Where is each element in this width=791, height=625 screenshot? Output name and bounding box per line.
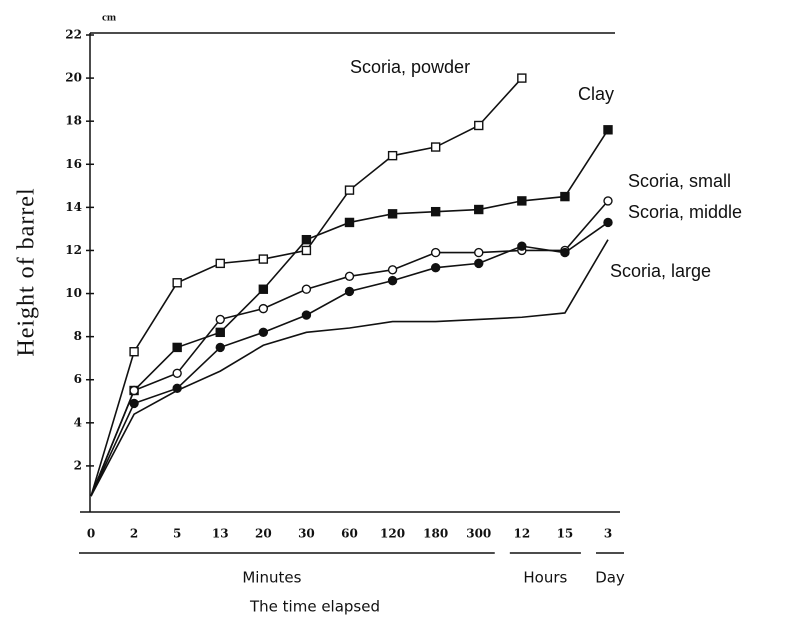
marker xyxy=(258,303,269,314)
marker xyxy=(129,398,139,409)
marker xyxy=(387,265,398,275)
marker xyxy=(129,347,139,357)
x-axis-label: The time elapsed xyxy=(249,598,380,616)
marker xyxy=(258,327,269,338)
y-tick-label: 2 xyxy=(74,458,82,472)
marker xyxy=(517,73,527,83)
marker xyxy=(430,206,441,217)
x-tick-label: 3 xyxy=(604,527,612,541)
x-tick-label: 20 xyxy=(255,527,272,541)
marker xyxy=(344,185,355,195)
marker xyxy=(215,314,225,325)
x-tick-label: 180 xyxy=(423,527,448,541)
y-tick-label: 4 xyxy=(74,415,82,429)
marker xyxy=(474,120,484,131)
y-tick-label: 6 xyxy=(74,372,82,386)
group-label: Day xyxy=(595,569,625,587)
marker xyxy=(560,191,570,202)
y-tick-label: 12 xyxy=(65,243,82,257)
marker xyxy=(430,247,441,258)
y-axis-label: Height of barrel xyxy=(14,187,40,356)
marker xyxy=(344,286,355,297)
marker xyxy=(172,368,182,378)
x-tick-label: 12 xyxy=(513,527,530,541)
marker xyxy=(301,245,312,256)
marker xyxy=(430,142,441,152)
y-unit: cm xyxy=(102,12,116,24)
y-tick-label: 22 xyxy=(65,28,82,42)
x-tick-label: 2 xyxy=(130,527,138,541)
marker xyxy=(215,342,225,353)
marker xyxy=(387,150,398,161)
series-label: Clay xyxy=(578,84,614,104)
y-tick-label: 14 xyxy=(65,200,82,214)
series-line xyxy=(90,200,609,497)
marker xyxy=(172,342,182,353)
series-label: Scoria, middle xyxy=(628,202,742,222)
marker xyxy=(387,209,398,219)
x-tick-label: 300 xyxy=(466,527,491,541)
x-tick-label: 120 xyxy=(380,527,405,541)
x-tick-label: 0 xyxy=(87,527,95,541)
x-tick-label: 15 xyxy=(557,527,574,541)
marker xyxy=(258,254,269,264)
marker xyxy=(517,241,527,251)
y-tick-label: 10 xyxy=(65,286,82,300)
marker xyxy=(258,284,269,294)
marker xyxy=(215,327,225,338)
y-tick-label: 20 xyxy=(65,71,82,85)
marker xyxy=(301,234,312,245)
series-line xyxy=(90,239,609,497)
marker xyxy=(517,196,527,206)
y-tick-label: 16 xyxy=(65,157,82,171)
marker xyxy=(301,310,312,320)
x-tick-label: 60 xyxy=(341,527,358,541)
marker xyxy=(603,125,613,135)
marker xyxy=(215,258,225,269)
series-line xyxy=(90,221,609,497)
marker xyxy=(560,247,570,258)
y-tick-label: 8 xyxy=(74,329,82,343)
marker xyxy=(344,217,355,228)
group-label: Hours xyxy=(523,569,567,587)
marker xyxy=(301,284,312,294)
series-label: Scoria, powder xyxy=(350,57,470,77)
marker xyxy=(430,262,441,273)
marker xyxy=(344,271,355,282)
x-tick-label: 13 xyxy=(212,527,229,541)
group-label: Minutes xyxy=(242,569,301,587)
marker xyxy=(474,204,484,215)
marker xyxy=(603,196,613,206)
x-tick-label: 5 xyxy=(173,527,181,541)
marker xyxy=(603,217,613,228)
marker xyxy=(129,385,139,396)
marker xyxy=(387,275,398,286)
marker xyxy=(474,258,484,269)
marker xyxy=(474,247,484,258)
marker xyxy=(172,278,182,288)
series-label: Scoria, large xyxy=(610,261,711,281)
y-tick-label: 18 xyxy=(65,114,82,128)
series-label: Scoria, small xyxy=(628,171,731,191)
series-line xyxy=(90,129,609,497)
x-tick-label: 30 xyxy=(298,527,315,541)
